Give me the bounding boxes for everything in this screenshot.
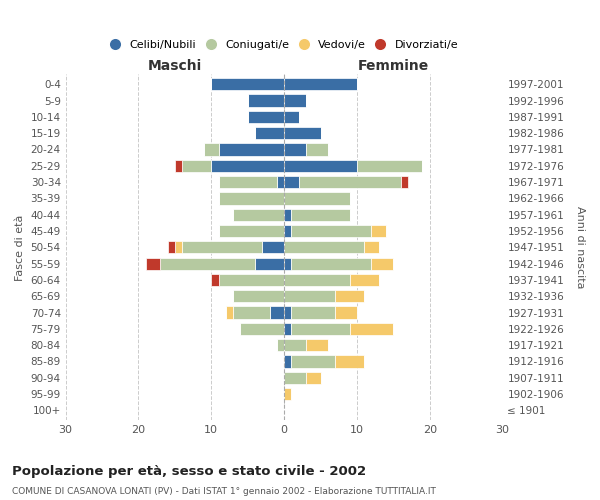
Bar [211, 160, 284, 172]
Bar [284, 94, 306, 106]
Bar [292, 258, 371, 270]
Bar [284, 78, 357, 90]
Bar [284, 306, 292, 318]
Bar [255, 258, 284, 270]
Bar [284, 176, 299, 188]
Bar [306, 144, 328, 156]
Bar [269, 306, 284, 318]
Bar [204, 144, 218, 156]
Bar [335, 290, 364, 302]
Bar [401, 176, 408, 188]
Bar [233, 290, 284, 302]
Text: Popolazione per età, sesso e stato civile - 2002: Popolazione per età, sesso e stato civil… [12, 465, 366, 478]
Bar [284, 290, 335, 302]
Bar [284, 322, 292, 335]
Bar [284, 356, 292, 368]
Y-axis label: Fasce di età: Fasce di età [15, 214, 25, 280]
Bar [357, 160, 422, 172]
Bar [350, 322, 394, 335]
Bar [306, 372, 320, 384]
Text: Maschi: Maschi [148, 59, 202, 73]
Y-axis label: Anni di nascita: Anni di nascita [575, 206, 585, 288]
Bar [182, 160, 211, 172]
Bar [241, 322, 284, 335]
Bar [218, 144, 284, 156]
Bar [292, 306, 335, 318]
Bar [182, 241, 262, 254]
Bar [350, 274, 379, 286]
Bar [284, 372, 306, 384]
Bar [175, 241, 182, 254]
Bar [371, 258, 394, 270]
Bar [284, 241, 364, 254]
Bar [292, 225, 371, 237]
Bar [277, 176, 284, 188]
Bar [277, 339, 284, 351]
Bar [284, 208, 292, 221]
Bar [284, 258, 292, 270]
Bar [218, 192, 284, 204]
Bar [284, 111, 299, 123]
Bar [167, 241, 175, 254]
Bar [292, 208, 350, 221]
Bar [255, 127, 284, 140]
Bar [233, 208, 284, 221]
Bar [284, 160, 357, 172]
Bar [306, 339, 328, 351]
Bar [284, 192, 350, 204]
Bar [284, 225, 292, 237]
Bar [218, 176, 277, 188]
Bar [284, 388, 292, 400]
Bar [335, 356, 364, 368]
Bar [160, 258, 255, 270]
Bar [335, 306, 357, 318]
Bar [226, 306, 233, 318]
Bar [218, 274, 284, 286]
Bar [233, 306, 269, 318]
Bar [146, 258, 160, 270]
Legend: Celibi/Nubili, Coniugati/e, Vedovi/e, Divorziati/e: Celibi/Nubili, Coniugati/e, Vedovi/e, Di… [105, 35, 463, 54]
Bar [292, 356, 335, 368]
Bar [284, 144, 306, 156]
Bar [284, 127, 320, 140]
Bar [248, 94, 284, 106]
Bar [218, 225, 284, 237]
Text: Femmine: Femmine [358, 59, 429, 73]
Bar [211, 78, 284, 90]
Bar [292, 322, 350, 335]
Bar [211, 274, 218, 286]
Bar [175, 160, 182, 172]
Bar [284, 339, 306, 351]
Text: COMUNE DI CASANOVA LONATI (PV) - Dati ISTAT 1° gennaio 2002 - Elaborazione TUTTI: COMUNE DI CASANOVA LONATI (PV) - Dati IS… [12, 488, 436, 496]
Bar [262, 241, 284, 254]
Bar [299, 176, 401, 188]
Bar [284, 274, 350, 286]
Bar [371, 225, 386, 237]
Bar [248, 111, 284, 123]
Bar [364, 241, 379, 254]
